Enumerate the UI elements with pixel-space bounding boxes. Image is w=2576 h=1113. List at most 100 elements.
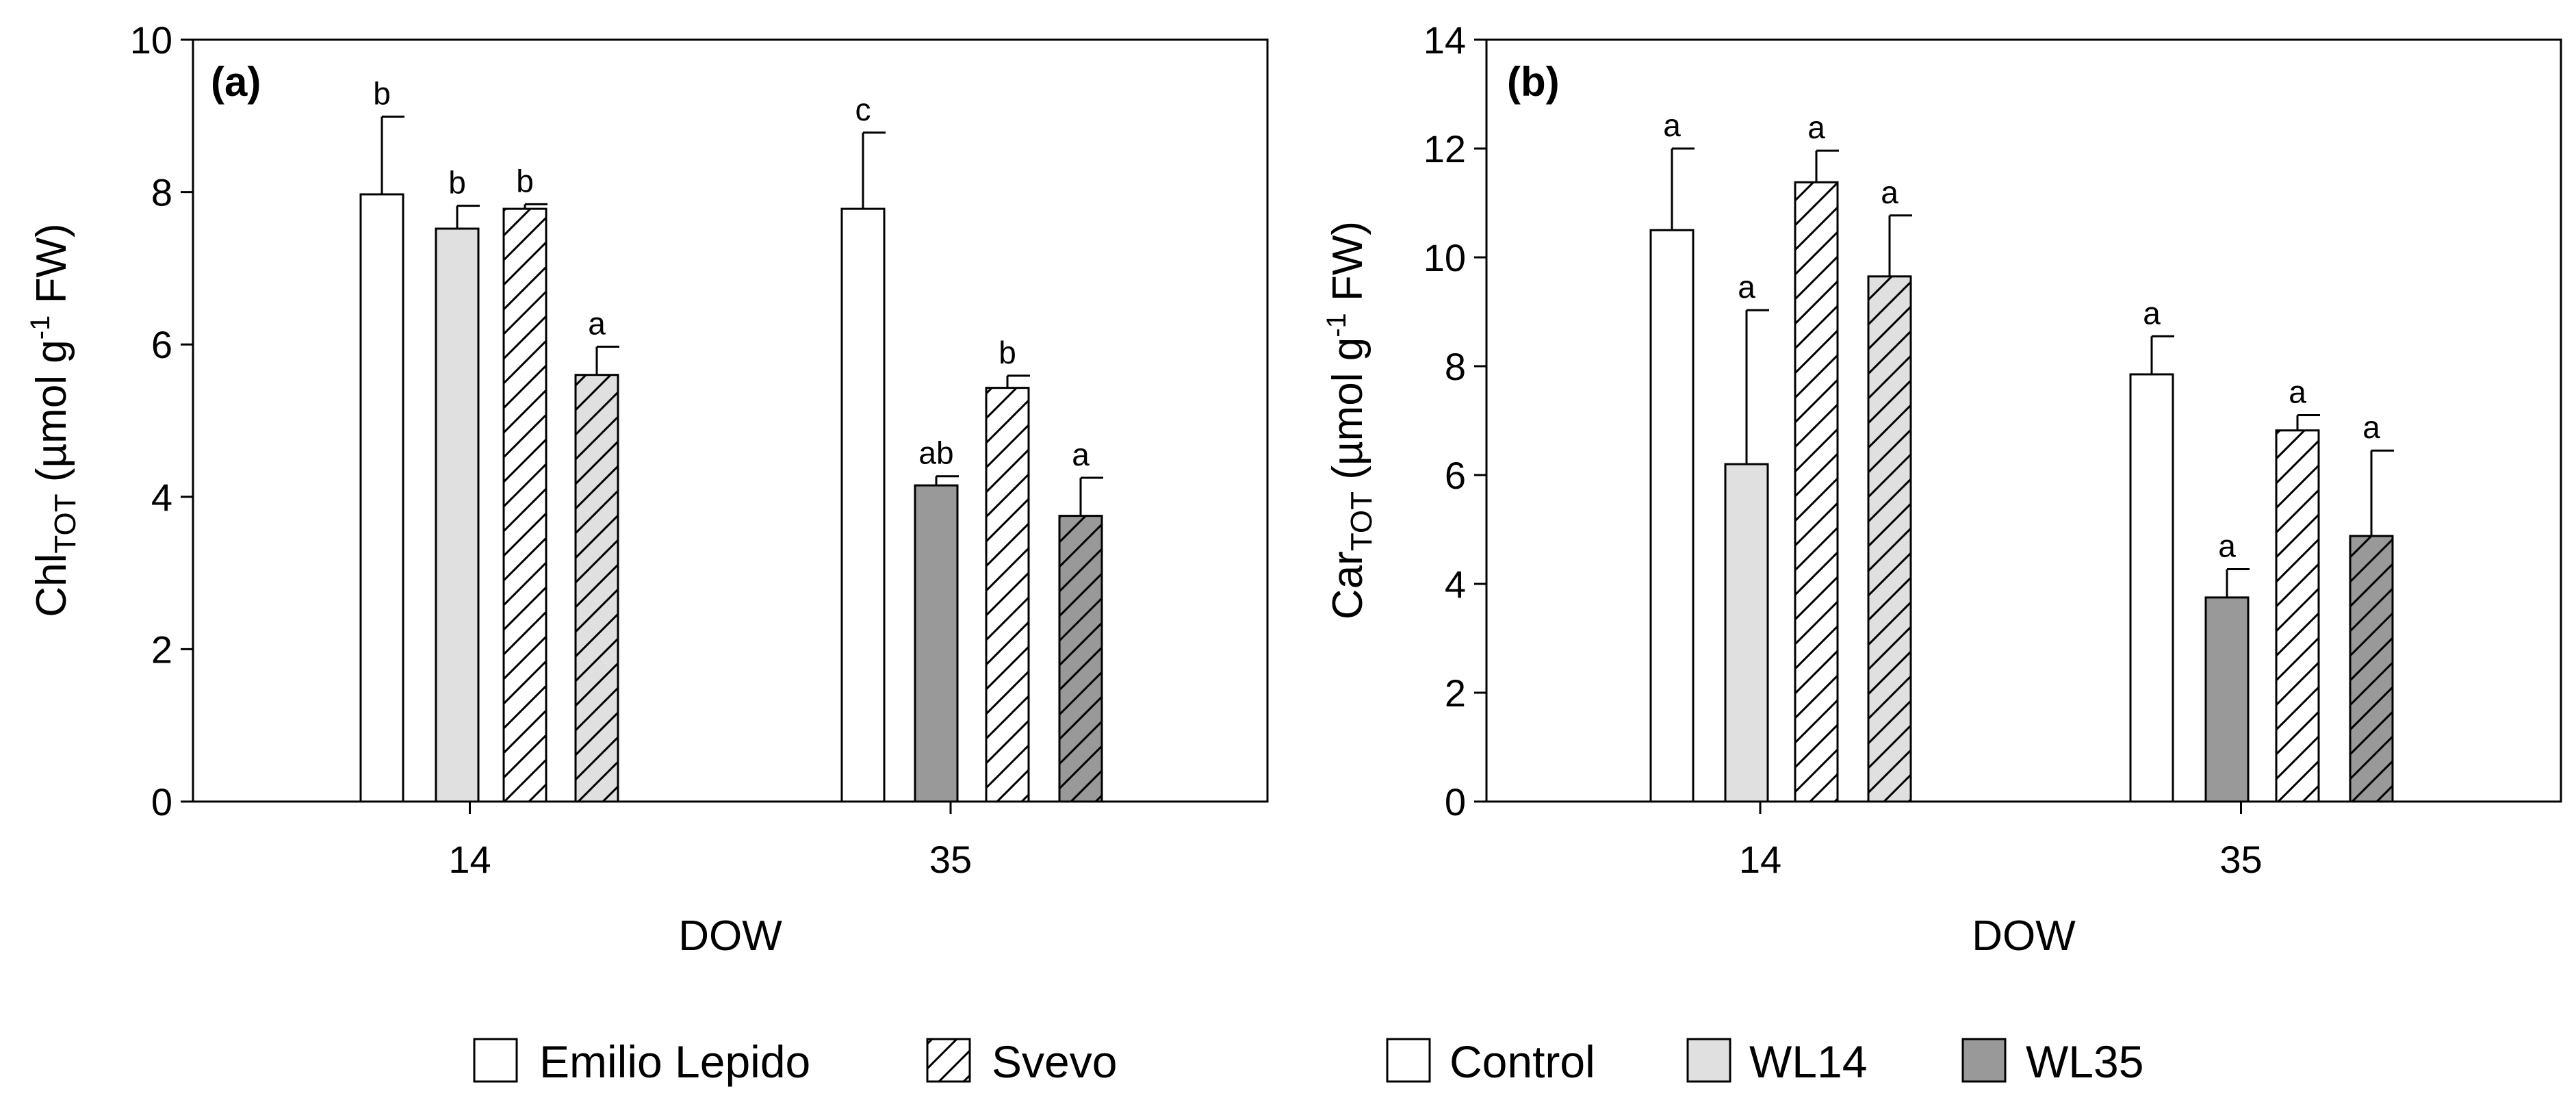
significance-letter: a [1807,110,1825,145]
legend-swatch-wl35 [1961,1038,2007,1083]
panel-a-y-ticks: 0 2 4 6 8 10 14 35 [130,18,972,881]
panel-a-ylabel-units-pre: (µmol g [28,340,75,494]
panel-a-y-axis-title: ChlTOT (µmol g-1 FW) [25,223,82,617]
bar [2130,374,2173,802]
y-tick-label: 4 [1445,563,1466,606]
panel-a: 0 2 4 6 8 10 14 35 b b b a c ab b a (a) DOW ChlTOT (µm… [25,18,1269,960]
bar [436,229,478,802]
bar-hatch [1059,515,1102,802]
y-tick-label: 4 [151,476,172,519]
bar-group: b [985,335,1030,803]
legend-item-wl35: WL35 [1961,1036,2143,1087]
bar [915,485,957,802]
legend-label-control: Control [1450,1036,1595,1087]
bar-hatch [986,387,1029,802]
y-tick-label: 2 [151,628,172,671]
bar-group: a [1867,175,1912,803]
bar-hatch [2276,430,2319,802]
y-tick-label: 10 [1424,236,1466,279]
legend-item-svevo: Svevo [926,1036,1117,1087]
bar-group: a [1649,107,1695,803]
significance-letter: b [999,335,1016,370]
bar-group: a [1058,437,1103,803]
legend-label-wl14: WL14 [1749,1036,1867,1087]
legend-item-emilio-lepido: Emilio Lepido [473,1036,810,1087]
legend-item-control: Control [1386,1036,1595,1087]
bar-group: b [359,75,404,803]
bar-group: b [435,165,480,803]
significance-letter: a [2362,409,2380,445]
significance-letter: c [855,92,871,127]
legend-swatch-svevo [926,1038,971,1083]
y-tick-label: 12 [1424,127,1466,170]
y-tick-label: 8 [151,171,172,214]
bar-group: a [1724,269,1769,803]
bar-hatch [1795,182,1838,802]
bar [842,209,884,802]
panel-b-ylabel-main: Car [1324,551,1371,619]
panel-a-x-axis-title: DOW [678,912,782,960]
bar-hatch [2350,536,2393,802]
bar-group: a [2129,295,2174,803]
panel-a-label: (a) [211,59,261,105]
bar-group: a [2349,409,2394,803]
legend-swatch-emilio-lepido [473,1038,518,1083]
bar [2206,597,2248,802]
bar [1651,230,1693,802]
bar-group: ab [914,435,959,803]
panel-b-ylabel-units-sup: -1 [1322,313,1352,337]
y-tick-label: 6 [1445,454,1466,497]
bar-group: a [574,306,619,803]
bar-group: b [502,163,548,803]
legend-item-wl14: WL14 [1686,1036,1867,1087]
legend: Emilio Lepido Svevo Control WL14 WL35 [473,1036,2143,1087]
x-tick-label: 35 [929,838,972,881]
bar [1725,464,1768,802]
panel-b-ylabel-sub: TOT [1345,491,1378,551]
x-tick-label: 14 [448,838,491,881]
panel-b-x-axis-title: DOW [1972,912,2076,960]
significance-letter: b [448,165,466,201]
y-tick-label: 2 [1445,671,1466,715]
significance-letter: a [1738,269,1755,305]
significance-letter: a [588,306,606,342]
legend-label-emilio-lepido: Emilio Lepido [539,1036,810,1087]
panel-a-ylabel-units-sup: -1 [25,316,55,340]
significance-letter: a [2289,374,2306,410]
bar-group: a [2275,374,2320,803]
panel-a-ylabel-units-post: FW) [28,223,75,315]
panel-a-bars: b b b a c ab b a [359,75,1103,803]
y-tick-label: 10 [130,18,172,62]
bar-group: a [2204,528,2250,803]
panel-a-ylabel-main: Chl [28,554,75,617]
panel-b-ylabel-units-post: FW) [1324,221,1371,313]
panel-b-bars: a a a a a a a a [1649,107,2394,803]
y-tick-label: 6 [151,323,172,366]
x-tick-label: 35 [2219,838,2262,881]
y-tick-label: 8 [1445,345,1466,388]
legend-swatch-control [1386,1038,1431,1083]
bar-hatch [1868,276,1911,802]
legend-label-wl35: WL35 [2026,1036,2143,1087]
significance-letter: a [1881,175,1898,210]
significance-letter: a [1072,437,1090,472]
panel-b-y-ticks: 0 2 4 6 8 10 12 14 14 35 [1424,18,2263,881]
significance-letter: ab [918,435,953,471]
panel-b-plot-frame [1485,38,2562,803]
legend-label-svevo: Svevo [992,1036,1117,1087]
panel-a-ylabel-sub: TOT [49,494,82,553]
significance-letter: b [516,163,534,199]
x-tick-label: 14 [1739,838,1781,881]
y-tick-label: 0 [151,780,172,823]
legend-swatch-wl14 [1686,1038,1731,1083]
bar-group: c [840,92,886,803]
significance-letter: a [1663,107,1681,143]
y-tick-label: 0 [1445,780,1466,823]
panel-b-y-axis-title: CarTOT (µmol g-1 FW) [1322,221,1378,619]
significance-letter: a [2143,295,2161,331]
panel-b: 0 2 4 6 8 10 12 14 14 35 a a a a a a a a (b) DOW CarTOT … [1322,18,2562,960]
panel-b-label: (b) [1507,59,1560,105]
y-tick-label: 14 [1424,18,1466,62]
